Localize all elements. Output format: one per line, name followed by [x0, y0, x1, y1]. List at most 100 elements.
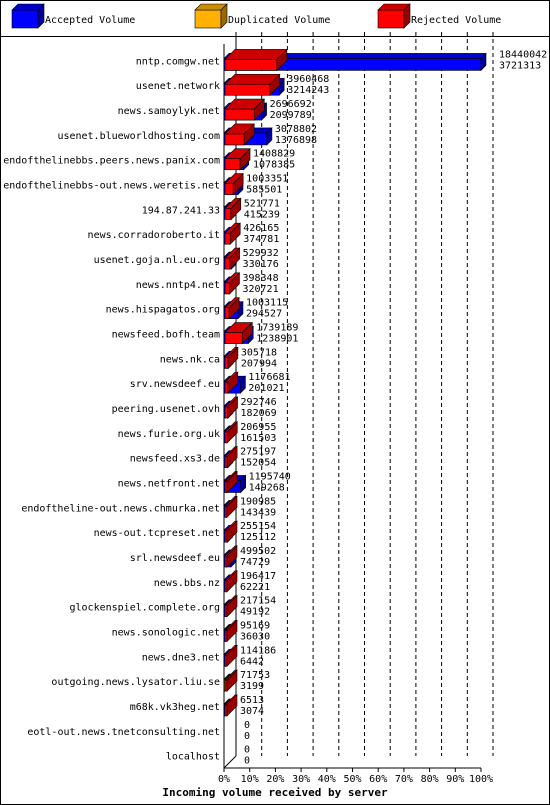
rejected-value-label: 207994	[241, 358, 277, 369]
rejected-value-label: 585501	[246, 185, 282, 196]
legend-swatch-duplicated	[194, 3, 228, 29]
total-value-label: 292746	[241, 397, 277, 408]
rejected-bar	[224, 644, 238, 668]
total-value-label: 1195740	[249, 471, 291, 482]
x-tick-label: 100%	[469, 774, 493, 785]
rejected-bar	[224, 247, 241, 270]
x-axis: 0% 10% 20% 30% 40% 50% 60% 70% 80% 90% 100%	[218, 768, 493, 785]
x-tick-label: 0%	[218, 774, 230, 785]
total-value-label: 71753	[240, 670, 270, 681]
x-tick-label: 70%	[395, 774, 413, 785]
total-value-label: 398348	[242, 273, 278, 284]
total-value-label: 1739189	[256, 323, 298, 334]
rejected-bar	[224, 445, 238, 469]
rejected-value-label: 320721	[242, 284, 278, 295]
rejected-bar	[224, 594, 238, 618]
total-value-label: 114186	[240, 645, 276, 656]
rejected-value-label: 149268	[249, 482, 285, 493]
legend-swatch-rejected	[377, 3, 411, 29]
server-label: newsfeed.xs3.de	[130, 454, 220, 465]
server-label: glockenspiel.complete.org	[69, 603, 220, 614]
server-label: news.corradoroberto.it	[88, 230, 220, 241]
total-value-label: 499502	[240, 546, 276, 557]
total-value-label: 521771	[244, 198, 280, 209]
total-value-label: 196417	[240, 571, 276, 582]
legend-swatch-accepted	[11, 3, 45, 29]
rejected-value-label: 161503	[240, 433, 276, 444]
total-value-label: 6513	[240, 695, 264, 706]
total-value-label: 206955	[240, 422, 276, 433]
server-label: news.dne3.net	[142, 652, 220, 663]
rejected-value-label: 125112	[240, 532, 276, 543]
rejected-value-label: 62221	[240, 582, 270, 593]
rejected-bar	[224, 694, 238, 717]
rejected-value-label: 3199	[240, 681, 264, 692]
x-tick-label: 40%	[318, 774, 336, 785]
server-label: news.nntp4.net	[136, 280, 220, 291]
accepted-bar	[223, 52, 487, 72]
server-label: eotl-out.news.tnetconsulting.net	[27, 727, 220, 738]
legend: Accepted Volume Duplicated Volume Rejected…	[11, 3, 501, 29]
rejected-value-label: 152054	[240, 458, 276, 469]
rejected-bar	[224, 396, 239, 419]
total-value-label: 305718	[241, 347, 277, 358]
rejected-value-label: 330176	[243, 259, 279, 270]
server-row: endofthelinebbs-out.news.weretis.net 1003…	[3, 172, 288, 196]
rejected-bar	[224, 222, 241, 245]
total-value-label: 217154	[240, 596, 276, 607]
x-tick-label: 80%	[421, 774, 439, 785]
rejected-value-label: 143439	[240, 507, 276, 518]
rejected-value-label: 294527	[246, 309, 282, 320]
total-value-label: 1176681	[248, 372, 290, 383]
rejected-value-label: 49192	[240, 607, 270, 618]
rejected-value-label: 182069	[241, 408, 277, 419]
server-label: usenet.goja.nl.eu.org	[94, 255, 220, 266]
server-label: newsfeed.bofh.team	[112, 330, 220, 341]
rejected-value-label: 3214243	[287, 85, 329, 96]
x-tick-label: 20%	[266, 774, 284, 785]
rejected-bar	[224, 545, 238, 568]
server-label: news.bbs.nz	[154, 578, 220, 589]
total-value-label: 1003351	[246, 174, 288, 185]
rejected-bar	[224, 147, 251, 171]
rejected-bar	[224, 296, 240, 320]
server-label: news.sonologic.net	[112, 627, 220, 638]
rejected-value-label: 2099789	[270, 110, 312, 121]
server-label: news.netfront.net	[118, 478, 220, 489]
server-label: m68k.vk3heg.net	[130, 702, 220, 713]
rejected-bar	[224, 98, 265, 121]
x-tick-label: 10%	[241, 774, 259, 785]
rejected-value-label: 1078385	[253, 160, 295, 171]
rejected-value-label: 36030	[240, 631, 270, 642]
legend-label-rejected: Rejected Volume	[411, 15, 501, 26]
rejected-value-label: 6442	[240, 656, 264, 667]
server-row: localhost 00	[166, 745, 250, 767]
rejected-bar	[224, 197, 242, 221]
rejected-bar	[224, 495, 238, 519]
legend-label-accepted: Accepted Volume	[45, 15, 135, 26]
rejected-value-label: 0	[244, 731, 250, 742]
x-tick-label: 50%	[343, 774, 361, 785]
rejected-bar	[224, 669, 238, 692]
rejected-bar	[224, 421, 238, 444]
legend-label-duplicated: Duplicated Volume	[228, 15, 330, 26]
total-value-label: 3078802	[275, 124, 317, 135]
